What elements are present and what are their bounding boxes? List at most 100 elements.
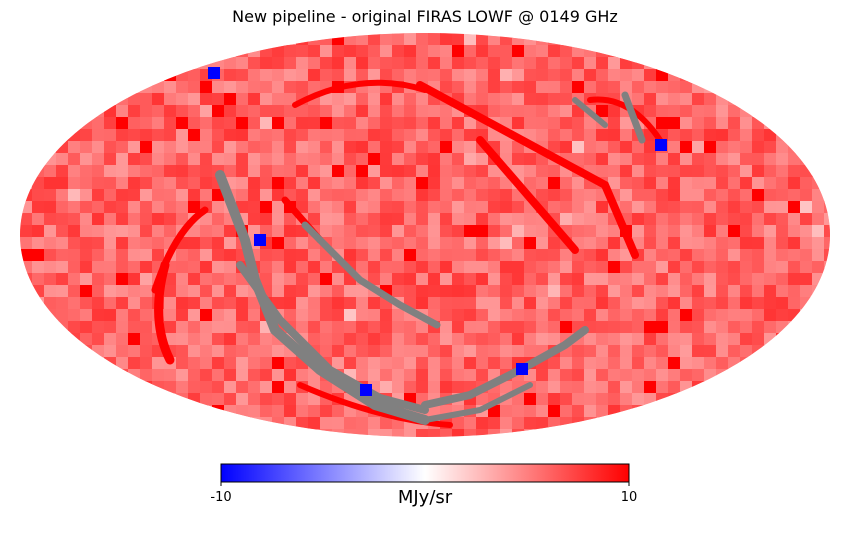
map-pixel bbox=[656, 237, 669, 250]
map-pixel bbox=[56, 237, 69, 250]
map-pixel bbox=[680, 369, 693, 382]
map-pixel bbox=[512, 201, 525, 214]
missing-stripe bbox=[301, 221, 441, 329]
map-pixel bbox=[692, 237, 705, 250]
map-pixel bbox=[272, 249, 285, 262]
map-pixel bbox=[668, 141, 681, 154]
map-pixel bbox=[464, 285, 477, 298]
map-pixel bbox=[296, 81, 309, 94]
map-pixel bbox=[476, 177, 489, 190]
map-pixel bbox=[608, 393, 621, 406]
map-pixel bbox=[128, 105, 141, 118]
map-pixel bbox=[632, 369, 645, 382]
map-pixel bbox=[488, 345, 501, 358]
map-pixel bbox=[320, 165, 333, 178]
map-pixel bbox=[200, 129, 213, 142]
map-pixel bbox=[500, 237, 513, 250]
map-pixel bbox=[428, 333, 441, 346]
map-pixel bbox=[500, 429, 513, 437]
map-pixel bbox=[92, 261, 105, 274]
map-pixel bbox=[668, 129, 681, 142]
map-pixel bbox=[56, 285, 69, 298]
map-pixel bbox=[356, 345, 369, 358]
map-pixel bbox=[164, 177, 177, 190]
map-pixel bbox=[224, 321, 237, 334]
map-pixel bbox=[728, 249, 741, 262]
map-pixel bbox=[212, 237, 225, 250]
map-pixel bbox=[56, 261, 69, 274]
map-pixel bbox=[32, 273, 45, 286]
map-pixel bbox=[368, 33, 381, 46]
map-pixel bbox=[164, 189, 177, 202]
map-pixel bbox=[272, 189, 285, 202]
map-pixel bbox=[692, 213, 705, 226]
map-pixel bbox=[92, 201, 105, 214]
map-pixel bbox=[332, 321, 345, 334]
map-pixel bbox=[368, 141, 381, 154]
map-pixel bbox=[752, 225, 765, 238]
map-pixel bbox=[212, 273, 225, 286]
map-pixel bbox=[308, 261, 321, 274]
map-pixel bbox=[248, 321, 261, 334]
map-pixel bbox=[716, 321, 729, 334]
map-pixel bbox=[776, 165, 789, 178]
map-pixel bbox=[416, 381, 429, 394]
map-pixel bbox=[392, 369, 405, 382]
map-pixel bbox=[368, 93, 381, 106]
map-pixel bbox=[404, 33, 417, 46]
map-pixel bbox=[764, 165, 777, 178]
map-pixel bbox=[260, 405, 273, 418]
map-pixel bbox=[272, 141, 285, 154]
map-pixel bbox=[752, 153, 765, 166]
map-pixel bbox=[536, 93, 549, 106]
map-pixel bbox=[176, 201, 189, 214]
map-pixel bbox=[440, 189, 453, 202]
map-pixel bbox=[332, 429, 345, 437]
map-pixel bbox=[440, 57, 453, 70]
map-pixel bbox=[248, 369, 261, 382]
map-pixel bbox=[524, 273, 537, 286]
map-pixel bbox=[392, 321, 405, 334]
map-pixel bbox=[728, 213, 741, 226]
map-pixel bbox=[788, 237, 801, 250]
map-pixel bbox=[380, 273, 393, 286]
map-pixel bbox=[512, 237, 525, 250]
map-pixel bbox=[392, 45, 405, 58]
map-pixel bbox=[620, 321, 633, 334]
map-pixel bbox=[812, 225, 825, 238]
map-pixel bbox=[152, 105, 165, 118]
map-pixel bbox=[800, 261, 813, 274]
map-pixel bbox=[188, 345, 201, 358]
map-pixel bbox=[716, 141, 729, 154]
map-pixel bbox=[152, 141, 165, 154]
map-pixel bbox=[560, 189, 573, 202]
map-pixel bbox=[572, 273, 585, 286]
map-pixel bbox=[236, 201, 249, 214]
map-pixel bbox=[188, 225, 201, 238]
map-pixel bbox=[284, 309, 297, 322]
map-pixel bbox=[488, 297, 501, 310]
map-pixel bbox=[140, 237, 153, 250]
map-pixel bbox=[404, 105, 417, 118]
map-pixel bbox=[524, 417, 537, 430]
map-pixel bbox=[428, 105, 441, 118]
map-pixel bbox=[248, 81, 261, 94]
map-pixel bbox=[704, 261, 717, 274]
map-pixel bbox=[500, 285, 513, 298]
map-pixel bbox=[428, 261, 441, 274]
map-pixel bbox=[572, 141, 585, 154]
map-pixel bbox=[452, 369, 465, 382]
map-pixel bbox=[668, 81, 681, 94]
map-pixel bbox=[572, 153, 585, 166]
map-pixel bbox=[164, 225, 177, 238]
map-pixel bbox=[368, 237, 381, 250]
map-pixel bbox=[80, 333, 93, 346]
map-pixel bbox=[44, 309, 57, 322]
map-pixel bbox=[452, 33, 465, 46]
map-pixel bbox=[752, 297, 765, 310]
map-pixel bbox=[704, 213, 717, 226]
map-pixel bbox=[440, 33, 453, 46]
map-pixel bbox=[308, 117, 321, 130]
map-pixel bbox=[704, 81, 717, 94]
